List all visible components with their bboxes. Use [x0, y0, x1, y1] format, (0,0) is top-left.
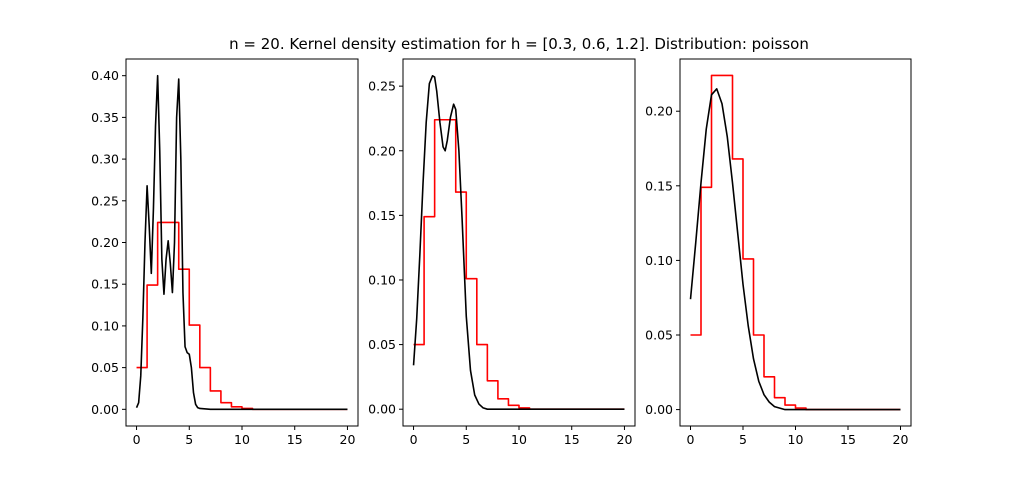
x-tick-label: 10 — [788, 432, 804, 447]
y-tick-label: 0.15 — [368, 208, 396, 223]
y-tick-label: 0.40 — [91, 68, 119, 83]
x-tick-label: 20 — [893, 432, 909, 447]
y-tick-label: 0.10 — [645, 253, 673, 268]
plot-area — [689, 74, 901, 411]
figure-title: n = 20. Kernel density estimation for h … — [229, 35, 809, 53]
y-tick-label: 0.35 — [91, 110, 119, 125]
poisson-pmf-step-line — [690, 74, 901, 411]
x-tick-label: 0 — [133, 432, 141, 447]
x-tick-label: 10 — [511, 432, 527, 447]
x-tick-label: 5 — [739, 432, 747, 447]
x-tick-label: 5 — [185, 432, 193, 447]
x-tick-label: 20 — [617, 432, 633, 447]
x-tick-label: 20 — [340, 432, 356, 447]
poisson-pmf-step-line — [136, 221, 348, 411]
y-tick-label: 0.00 — [645, 402, 673, 417]
plot-area — [412, 75, 625, 411]
x-tick-label: 15 — [287, 432, 303, 447]
y-tick-label: 0.30 — [91, 152, 119, 167]
x-tick-label: 0 — [410, 432, 418, 447]
kde-curve-line — [689, 88, 901, 411]
y-tick-label: 0.00 — [91, 402, 119, 417]
kde-panel-h-0.6: 0 5 10 15 20 0.00 0.05 0.10 0.15 0.20 0.25 — [368, 58, 636, 447]
poisson-pmf-step-line — [413, 118, 625, 411]
panels-group: 0 5 10 15 20 0.00 0.05 0.10 0.15 0.20 0.25 0.30 0.35… — [91, 58, 912, 447]
kde-curve-line — [135, 74, 348, 411]
x-tick-label: 10 — [234, 432, 250, 447]
kde-curve-line — [412, 75, 625, 411]
x-tick-label: 5 — [462, 432, 470, 447]
y-tick-label: 0.20 — [91, 235, 119, 250]
x-tick-label: 15 — [840, 432, 856, 447]
y-tick-label: 0.15 — [645, 178, 673, 193]
y-tick-label: 0.25 — [91, 193, 119, 208]
y-tick-label: 0.05 — [368, 337, 396, 352]
y-tick-label: 0.20 — [368, 143, 396, 158]
y-tick-label: 0.10 — [91, 318, 119, 333]
y-tick-label: 0.10 — [368, 272, 396, 287]
kde-panel-h-1.2: 0 5 10 15 20 0.00 0.05 0.10 0.15 0.20 — [645, 58, 912, 447]
y-tick-label: 0.25 — [368, 79, 396, 94]
y-tick-label: 0.15 — [91, 277, 119, 292]
plot-area — [135, 74, 348, 411]
x-tick-label: 15 — [564, 432, 580, 447]
y-tick-label: 0.00 — [368, 402, 396, 417]
y-tick-label: 0.05 — [91, 360, 119, 375]
y-tick-label: 0.05 — [645, 327, 673, 342]
x-tick-label: 0 — [687, 432, 695, 447]
kde-panel-h-0.3: 0 5 10 15 20 0.00 0.05 0.10 0.15 0.20 0.25 0.30 0.35… — [91, 58, 359, 447]
y-tick-label: 0.20 — [645, 104, 673, 119]
